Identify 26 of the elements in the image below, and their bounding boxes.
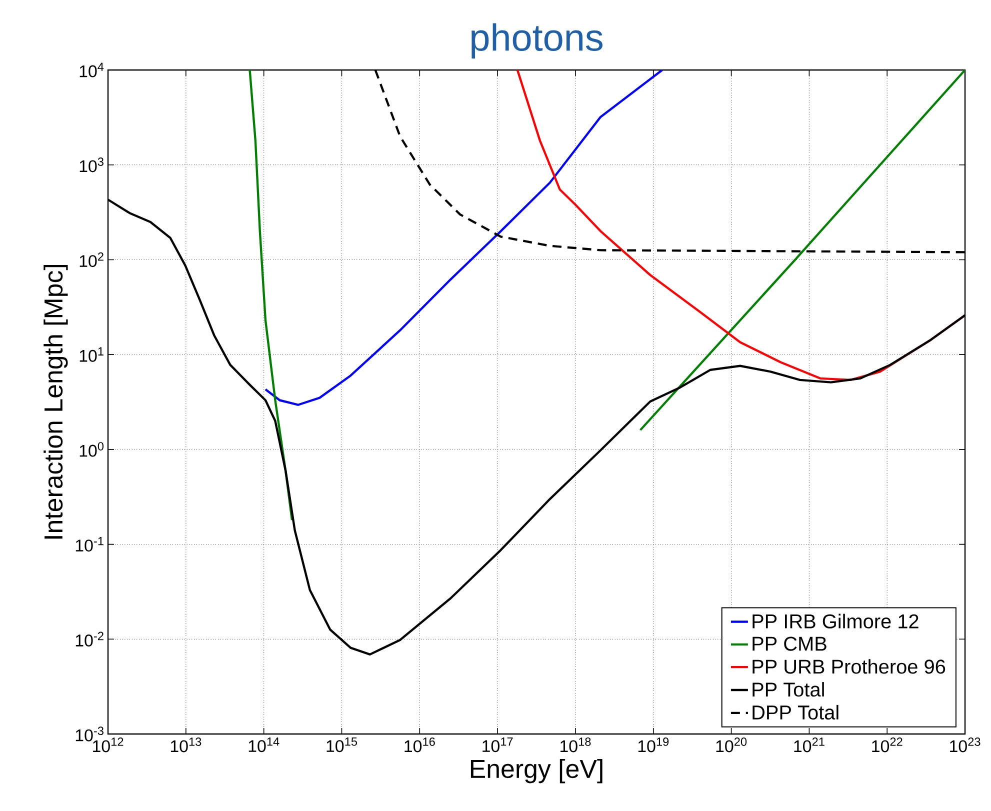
x-tick-label: 10$^{15}$: [326, 738, 358, 752]
y-tick-label: 10$^{-2}$: [76, 632, 104, 646]
y-tick-label: 10$^{1}$: [80, 347, 104, 362]
x-tick-label: 10$^{23}$: [950, 738, 980, 752]
x-tick-label: 10$^{19}$: [638, 738, 669, 752]
y-axis-title: Interaction Length [Mpc]: [44, 264, 68, 539]
legend-label: PP URB Protheroe 96: [752, 659, 946, 674]
y-tick-label: 10$^{-1}$: [76, 537, 104, 552]
legend-label: PP Total: [752, 682, 824, 697]
x-tick-label: 10$^{14}$: [248, 738, 280, 752]
x-tick-label: 10$^{21}$: [794, 738, 824, 752]
chart-title: photons: [472, 23, 602, 59]
legend-label: DPP Total: [752, 704, 838, 720]
y-tick-label: 10$^{2}$: [80, 252, 104, 268]
y-tick-label: 10$^{4}$: [80, 62, 104, 78]
legend-label: PP IRB Gilmore 12: [752, 614, 918, 628]
legend-label: PP CMB: [752, 636, 826, 651]
x-axis-title: Energy [eV]: [470, 759, 602, 784]
x-tick-label: 10$^{20}$: [716, 738, 747, 752]
x-tick-label: 10$^{22}$: [872, 738, 902, 752]
x-tick-label: 10$^{16}$: [404, 738, 435, 752]
y-tick-label: 10$^{3}$: [80, 158, 104, 172]
x-tick-label: 10$^{17}$: [482, 738, 513, 752]
x-tick-label: 10$^{13}$: [170, 738, 202, 752]
y-tick-label: 10$^{0}$: [80, 442, 104, 457]
x-tick-label: 10$^{18}$: [560, 738, 591, 752]
